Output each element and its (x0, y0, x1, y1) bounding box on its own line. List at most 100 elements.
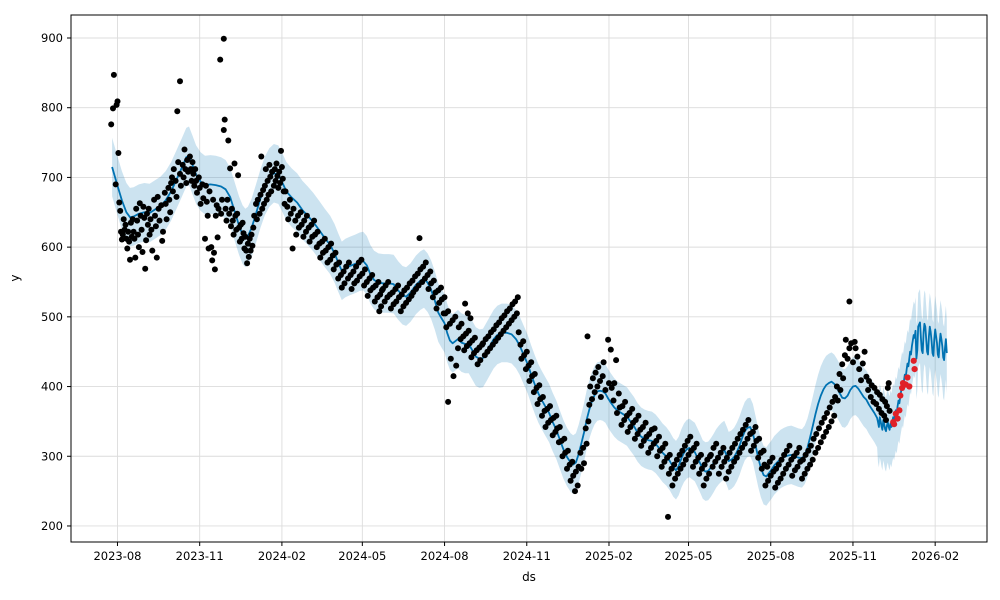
actual-point (826, 404, 833, 411)
actual-point (614, 410, 620, 416)
recent-point (896, 407, 903, 414)
x-tick-label: 2023-08 (93, 549, 141, 563)
actual-point (736, 449, 743, 456)
actual-point (873, 401, 880, 407)
actual-point (706, 470, 713, 477)
y-axis-label: y (8, 274, 22, 281)
actual-point (564, 447, 571, 454)
recent-point (911, 366, 918, 373)
actual-point (286, 196, 293, 203)
x-tick-label: 2024-02 (258, 549, 306, 563)
actual-point (831, 412, 838, 419)
actual-point (807, 461, 814, 468)
actual-point (682, 456, 689, 463)
actual-point (163, 216, 170, 223)
actual-point (271, 166, 278, 173)
actual-point (748, 447, 755, 454)
actual-point (786, 442, 793, 449)
actual-point (369, 272, 376, 278)
actual-point (867, 394, 874, 400)
actual-point (520, 338, 527, 345)
actual-point (195, 174, 202, 181)
y-tick-label: 300 (41, 449, 63, 463)
actual-point (290, 205, 297, 212)
actual-point (455, 345, 461, 352)
actual-point (332, 249, 339, 256)
actual-point (645, 449, 652, 456)
actual-point (253, 216, 260, 223)
actual-point (297, 209, 304, 216)
actual-point (642, 419, 649, 426)
actual-point (741, 440, 748, 447)
actual-point (127, 256, 133, 263)
actual-point (783, 447, 790, 454)
x-tick-label: 2024-08 (421, 549, 469, 563)
actual-point (839, 361, 846, 368)
x-tick-label: 2024-05 (338, 549, 386, 563)
actual-point (187, 166, 194, 173)
plot-border (70, 14, 988, 543)
recent-point (894, 415, 901, 422)
actual-point (278, 147, 284, 154)
actual-point (183, 180, 190, 186)
actual-point (167, 209, 174, 216)
actual-point (135, 244, 142, 251)
actual-point (152, 212, 158, 219)
actual-point (772, 484, 779, 491)
actual-point (818, 419, 825, 426)
actual-point (732, 440, 738, 447)
actual-point (452, 313, 459, 320)
actual-point (842, 336, 849, 343)
actual-point (807, 442, 814, 449)
actual-point (752, 424, 759, 430)
actual-point (177, 78, 183, 85)
actual-point (258, 153, 265, 160)
recent-point (891, 421, 898, 428)
actual-point (669, 482, 676, 489)
actual-point (665, 513, 671, 520)
actual-point (815, 444, 822, 451)
actual-point (717, 449, 724, 456)
actual-point (829, 398, 836, 405)
y-tick-label: 500 (41, 310, 63, 324)
actual-point (572, 468, 579, 475)
actual-point (114, 98, 121, 105)
actual-point (465, 327, 472, 334)
actual-point (858, 377, 864, 384)
actual-point (631, 435, 638, 442)
uncertainty-band (112, 126, 947, 506)
actual-point (144, 210, 150, 217)
actual-point (445, 308, 452, 315)
actual-point (679, 447, 686, 454)
actual-point (279, 175, 286, 182)
actual-point (513, 310, 520, 317)
actual-point (750, 442, 757, 449)
actual-point (577, 449, 584, 456)
actual-point (416, 235, 423, 242)
actual-point (823, 428, 830, 435)
actual-point (223, 217, 230, 224)
actual-point (816, 425, 822, 432)
recent-point (897, 392, 904, 399)
actual-point (168, 180, 175, 186)
actual-point (749, 428, 756, 435)
actual-point (458, 320, 465, 327)
actual-point (582, 425, 589, 432)
actual-point (217, 56, 224, 63)
actual-point (138, 226, 145, 233)
actual-point (397, 308, 404, 315)
actual-point (656, 433, 662, 440)
actual-point (249, 242, 256, 249)
actual-point (608, 384, 615, 391)
actual-point (594, 383, 601, 390)
actual-point (854, 353, 861, 360)
y-tick-label: 200 (41, 519, 63, 533)
actual-point (430, 277, 437, 284)
actual-point (254, 196, 261, 203)
actual-points (108, 35, 893, 520)
actual-point (885, 380, 892, 387)
actual-point (734, 435, 741, 442)
actual-point (425, 286, 432, 292)
actual-point (257, 191, 264, 198)
